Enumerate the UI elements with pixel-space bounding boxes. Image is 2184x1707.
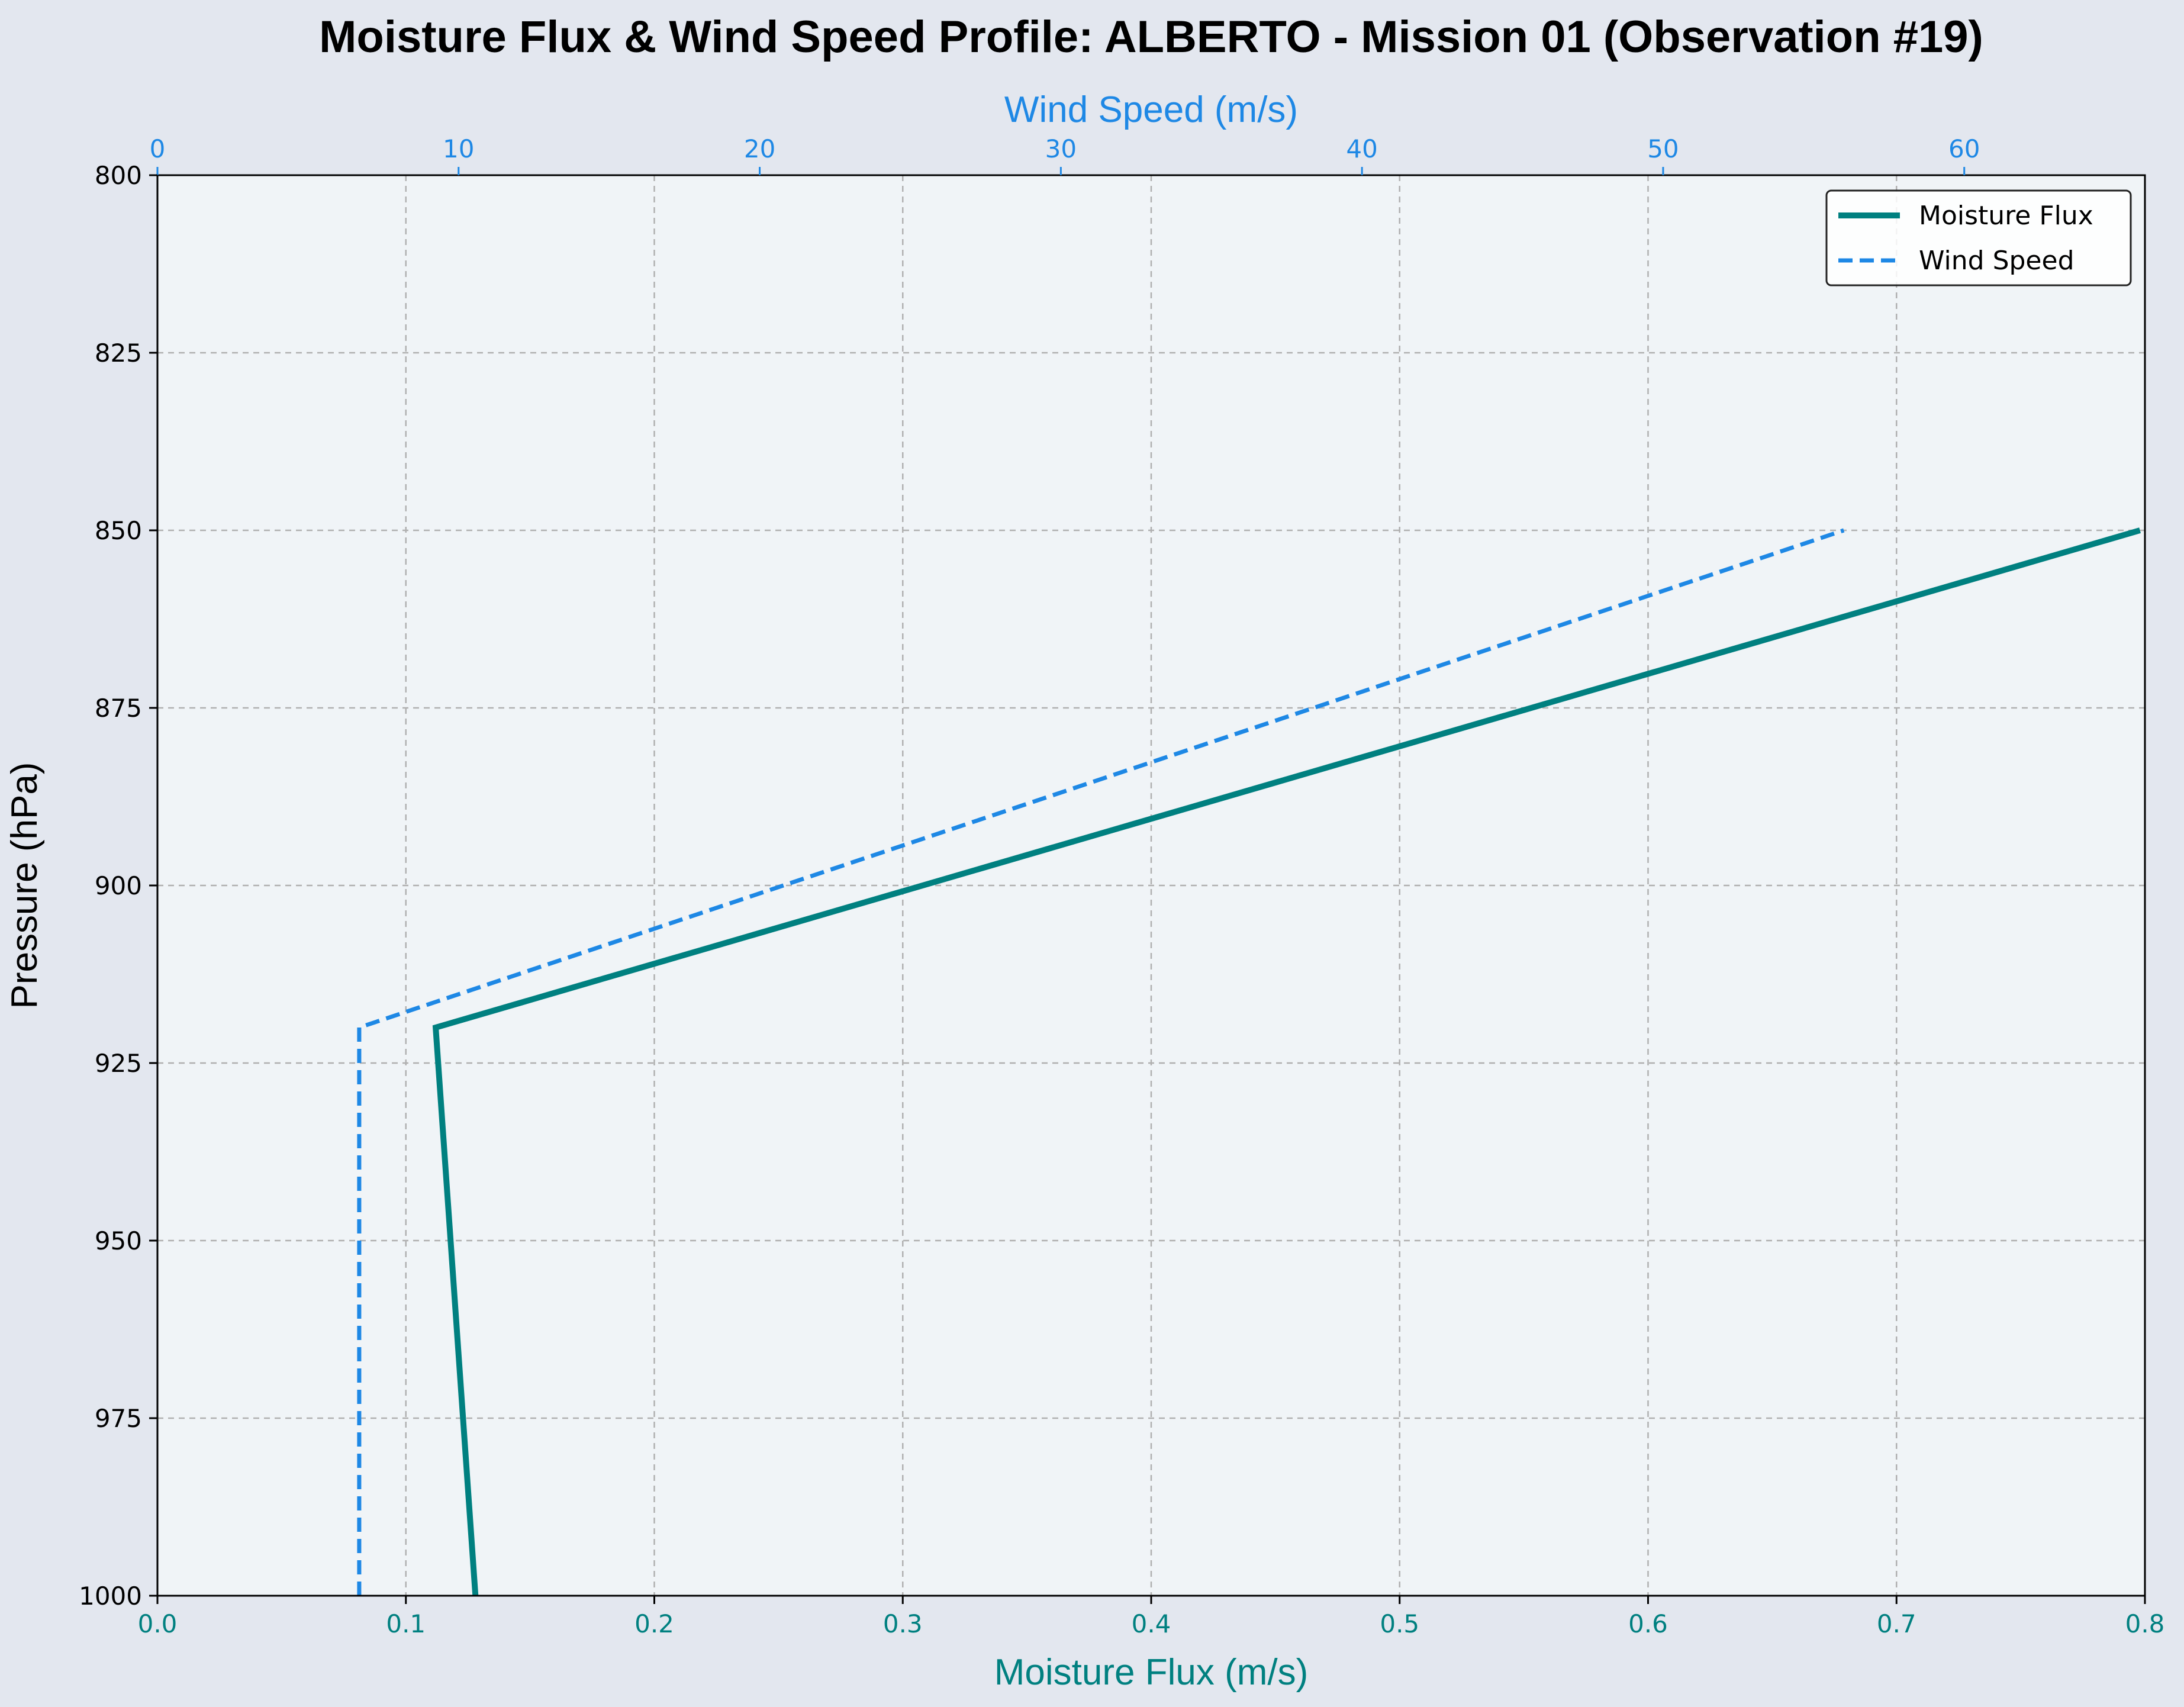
top-x-tick-label: 10 [443,134,474,163]
x-tick-label: 0.0 [138,1609,178,1638]
legend: Moisture Flux Wind Speed [1825,189,2132,286]
series-line-wind-speed [357,528,1845,1596]
y-tick-label: 875 [95,694,142,723]
y-tick-label: 975 [95,1404,142,1433]
x-tick-label: 0.6 [1628,1609,1668,1638]
y-tick-label: 1000 [79,1582,142,1611]
x-axis-label: Moisture Flux (m/s) [994,1652,1308,1693]
series-line-moisture-flux [432,527,2141,1596]
y-tick-label: 850 [95,516,142,545]
top-x-tick-label: 0 [150,134,166,163]
top-x-tick-label: 20 [744,134,775,163]
chart-title: Moisture Flux & Wind Speed Profile: ALBE… [319,12,1983,62]
axis-ticks: 0.0 0.1 0.2 0.3 0.4 0.5 0.6 0.7 0.8 0 10 20 30 40 50 60… [79,134,2164,1638]
x-tick-label: 0.1 [386,1609,426,1638]
x-tick-label: 0.7 [1877,1609,1916,1638]
x-tick-label: 0.3 [883,1609,923,1638]
y-tick-label: 900 [95,871,142,900]
top-x-tick-label: 40 [1346,134,1377,163]
x-tick-label: 0.2 [634,1609,674,1638]
y-tick-label: 800 [95,161,142,190]
top-x-tick-label: 30 [1045,134,1077,163]
y-tick-label: 950 [95,1226,142,1255]
y-tick-label: 925 [95,1049,142,1078]
legend-entry-label: Wind Speed [1919,246,2075,276]
x-tick-label: 0.5 [1380,1609,1419,1638]
y-tick-label: 825 [95,339,142,368]
top-x-tick-label: 60 [1948,134,1980,163]
x-tick-label: 0.8 [2125,1609,2165,1638]
legend-entry-label: Moisture Flux [1919,201,2093,231]
legend-box [1825,189,2132,286]
series-layer [357,527,2141,1596]
x-tick-label: 0.4 [1132,1609,1171,1638]
top-x-axis-label: Wind Speed (m/s) [1004,89,1298,130]
top-x-tick-label: 50 [1647,134,1679,163]
y-axis-label: Pressure (hPa) [4,762,45,1009]
